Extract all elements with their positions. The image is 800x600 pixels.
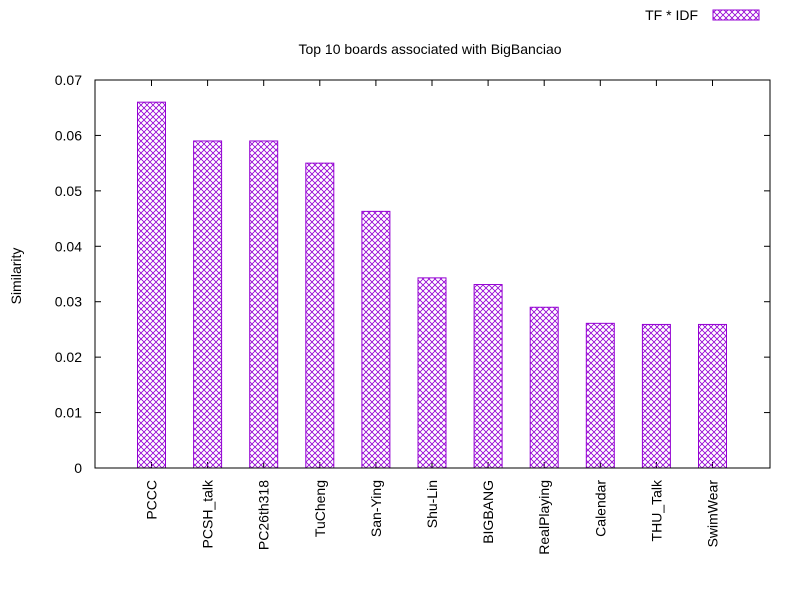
y-tick-label: 0.07 bbox=[55, 72, 82, 88]
x-tick-label: Calendar bbox=[592, 480, 608, 537]
x-axis-tick-labels: PCCC PCSH_talk PC26th318 TuCheng San-Ying Shu… bbox=[144, 479, 721, 555]
bar bbox=[473, 284, 503, 469]
y-axis-ticks: 0 0.01 0.02 0.03 0.04 0.05 0.06 0.07 bbox=[55, 72, 770, 476]
y-tick-label: 0.02 bbox=[55, 349, 82, 365]
legend: TF * IDF bbox=[645, 7, 760, 23]
y-tick-label: 0.03 bbox=[55, 294, 82, 310]
x-tick-label: PCCC bbox=[144, 480, 160, 520]
x-tick-label: San-Ying bbox=[368, 480, 384, 537]
x-tick-label: Shu-Lin bbox=[424, 480, 440, 528]
bar bbox=[249, 140, 279, 469]
bar bbox=[361, 210, 391, 469]
bar bbox=[698, 323, 727, 469]
bar bbox=[193, 140, 223, 469]
bar bbox=[417, 277, 447, 469]
y-tick-label: 0 bbox=[74, 460, 82, 476]
bar bbox=[529, 306, 559, 469]
x-tick-label: RealPlaying bbox=[536, 480, 552, 555]
bar bbox=[641, 323, 671, 469]
x-tick-label: TuCheng bbox=[312, 480, 328, 537]
y-tick-label: 0.06 bbox=[55, 127, 82, 143]
bar bbox=[585, 322, 615, 469]
y-axis-label: Similarity bbox=[8, 248, 24, 305]
bars bbox=[137, 101, 727, 469]
x-tick-label: PCSH_talk bbox=[200, 479, 216, 548]
x-tick-label: BIGBANG bbox=[480, 480, 496, 544]
y-tick-label: 0.01 bbox=[55, 405, 82, 421]
legend-label: TF * IDF bbox=[645, 7, 698, 23]
x-tick-label: SwimWear bbox=[705, 480, 721, 548]
y-tick-label: 0.05 bbox=[55, 183, 82, 199]
bar bbox=[137, 101, 166, 469]
bar bbox=[305, 162, 335, 469]
plot-frame bbox=[94, 79, 771, 469]
legend-swatch bbox=[712, 9, 760, 21]
y-tick-label: 0.04 bbox=[55, 238, 82, 254]
chart-title: Top 10 boards associated with BigBanciao bbox=[298, 41, 561, 57]
x-tick-label: PC26th318 bbox=[256, 480, 272, 550]
x-tick-label: THU_Talk bbox=[648, 479, 664, 541]
